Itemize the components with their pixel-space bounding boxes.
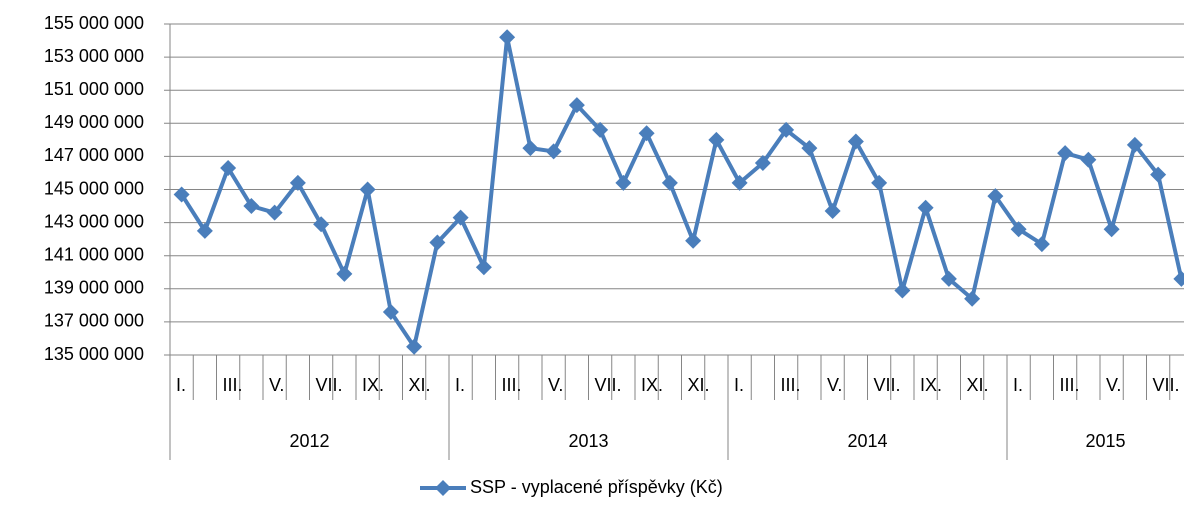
point-marker [568, 97, 585, 114]
x-tick-label: III. [781, 375, 801, 395]
point-marker [987, 188, 1004, 205]
year-label: 2014 [847, 431, 887, 451]
y-tick-label: 139 000 000 [44, 278, 144, 298]
point-marker [359, 181, 376, 198]
point-marker [917, 199, 934, 216]
point-marker [1103, 221, 1120, 238]
x-tick-label: V. [548, 375, 563, 395]
point-marker [824, 203, 841, 220]
point-marker [243, 198, 260, 215]
x-tick-label: III. [1060, 375, 1080, 395]
x-tick-label: VII. [1153, 375, 1180, 395]
y-tick-label: 147 000 000 [44, 145, 144, 165]
point-marker [382, 303, 399, 320]
year-label: 2015 [1085, 431, 1125, 451]
x-tick-label: XI. [409, 375, 431, 395]
point-marker [754, 155, 771, 172]
point-marker [452, 209, 469, 226]
point-marker [964, 290, 981, 307]
x-tick-label: V. [827, 375, 842, 395]
year-label: 2013 [568, 431, 608, 451]
x-tick-label: III. [223, 375, 243, 395]
x-tick-label: V. [269, 375, 284, 395]
point-marker [289, 174, 306, 191]
x-tick-label: VII. [595, 375, 622, 395]
x-tick-label: XI. [967, 375, 989, 395]
point-marker [475, 259, 492, 276]
x-tick-label: III. [502, 375, 522, 395]
point-marker [1126, 136, 1143, 153]
y-tick-label: 155 000 000 [44, 13, 144, 33]
series-line [179, 35, 1184, 349]
point-marker [661, 174, 678, 191]
point-marker [615, 174, 632, 191]
y-tick-label: 137 000 000 [44, 311, 144, 331]
point-marker [499, 29, 516, 46]
point-marker [940, 270, 957, 287]
y-tick-label: 153 000 000 [44, 46, 144, 66]
point-marker [545, 143, 562, 160]
point-marker [336, 265, 353, 282]
legend-marker [435, 480, 451, 496]
point-marker [1057, 145, 1074, 162]
x-tick-label: I. [455, 375, 465, 395]
point-marker [313, 216, 330, 233]
legend-label: SSP - vyplacené příspěvky (Kč) [470, 477, 723, 497]
point-marker [894, 282, 911, 299]
y-tick-label: 149 000 000 [44, 112, 144, 132]
point-marker [406, 338, 423, 355]
point-marker [196, 222, 213, 239]
point-marker [1033, 236, 1050, 253]
y-tick-label: 143 000 000 [44, 211, 144, 231]
x-tick-label: VII. [874, 375, 901, 395]
x-tick-label: IX. [920, 375, 942, 395]
year-label: 2012 [289, 431, 329, 451]
point-marker [173, 186, 190, 203]
point-marker [685, 232, 702, 249]
x-tick-label: I. [734, 375, 744, 395]
y-tick-label: 151 000 000 [44, 79, 144, 99]
point-marker [778, 121, 795, 138]
point-marker [429, 234, 446, 251]
point-marker [708, 131, 725, 148]
point-marker [801, 140, 818, 157]
x-tick-label: XI. [688, 375, 710, 395]
y-tick-label: 141 000 000 [44, 244, 144, 264]
x-tick-label: IX. [641, 375, 663, 395]
y-tick-label: 145 000 000 [44, 178, 144, 198]
point-marker [638, 125, 655, 142]
point-marker [220, 159, 237, 176]
point-marker [522, 140, 539, 157]
point-marker [266, 204, 283, 221]
point-marker [1010, 221, 1027, 238]
point-marker [847, 133, 864, 150]
x-tick-label: IX. [362, 375, 384, 395]
x-tick-label: I. [176, 375, 186, 395]
point-marker [592, 121, 609, 138]
x-tick-label: VII. [316, 375, 343, 395]
x-tick-label: V. [1106, 375, 1121, 395]
point-marker [731, 174, 748, 191]
point-marker [1173, 270, 1184, 287]
point-marker [1080, 151, 1097, 168]
x-tick-label: I. [1013, 375, 1023, 395]
point-marker [1150, 166, 1167, 183]
point-marker [871, 174, 888, 191]
y-tick-label: 135 000 000 [44, 344, 144, 364]
